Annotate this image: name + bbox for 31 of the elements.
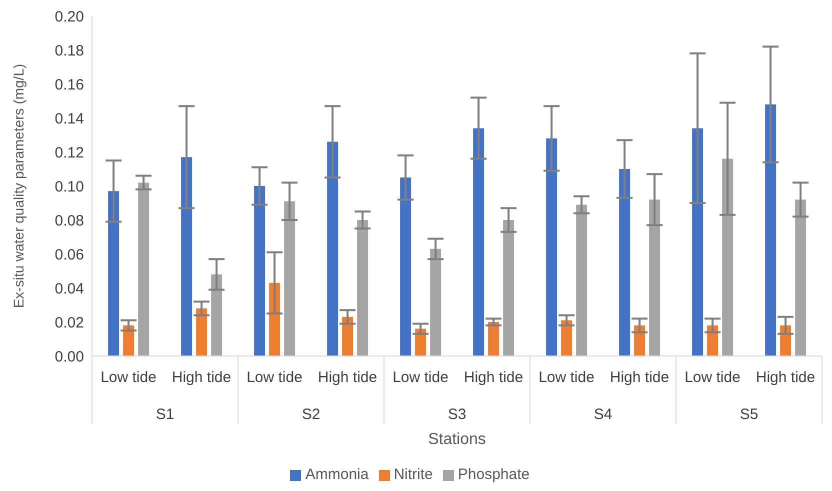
y-tick-label: 0.18 [54, 42, 84, 60]
text: S4 [594, 406, 612, 423]
x-tick-label: Low tide [392, 369, 448, 386]
x-tick-label: High tide [318, 369, 378, 386]
text: S5 [740, 406, 758, 423]
legend-label: Ammonia [305, 466, 369, 483]
y-tick-label: 0.20 [54, 8, 84, 26]
text: S2 [302, 406, 320, 423]
y-tick-label: 0.00 [54, 348, 84, 366]
y-tick-label: 0.02 [54, 314, 84, 332]
text: S1 [156, 406, 174, 423]
y-axis-title: Ex-situ water quality parameters (mg/L) [10, 64, 27, 308]
x-tick-label: Low tide [246, 369, 302, 386]
y-tick-label: 0.14 [54, 110, 84, 128]
x-tick-label: High tide [756, 369, 816, 386]
x-tick-label: High tide [610, 369, 670, 386]
y-tick-label: 0.16 [54, 76, 84, 94]
y-tick-label: 0.10 [54, 178, 84, 196]
y-tick-label: 0.12 [54, 144, 84, 162]
x-tick-label: High tide [464, 369, 524, 386]
x-tick-label: Low tide [538, 369, 594, 386]
y-tick-label: 0.04 [54, 280, 84, 298]
x-tick-label: Low tide [100, 369, 156, 386]
x-axis-title: Stations [428, 431, 486, 448]
x-tick-label: Low tide [684, 369, 740, 386]
legend-label: Phosphate [458, 466, 530, 483]
y-tick-label: 0.08 [54, 212, 84, 230]
x-tick-label: High tide [172, 369, 232, 386]
y-tick-label: 0.06 [54, 246, 84, 264]
legend-label: Nitrite [394, 466, 433, 483]
text: S3 [448, 406, 466, 423]
